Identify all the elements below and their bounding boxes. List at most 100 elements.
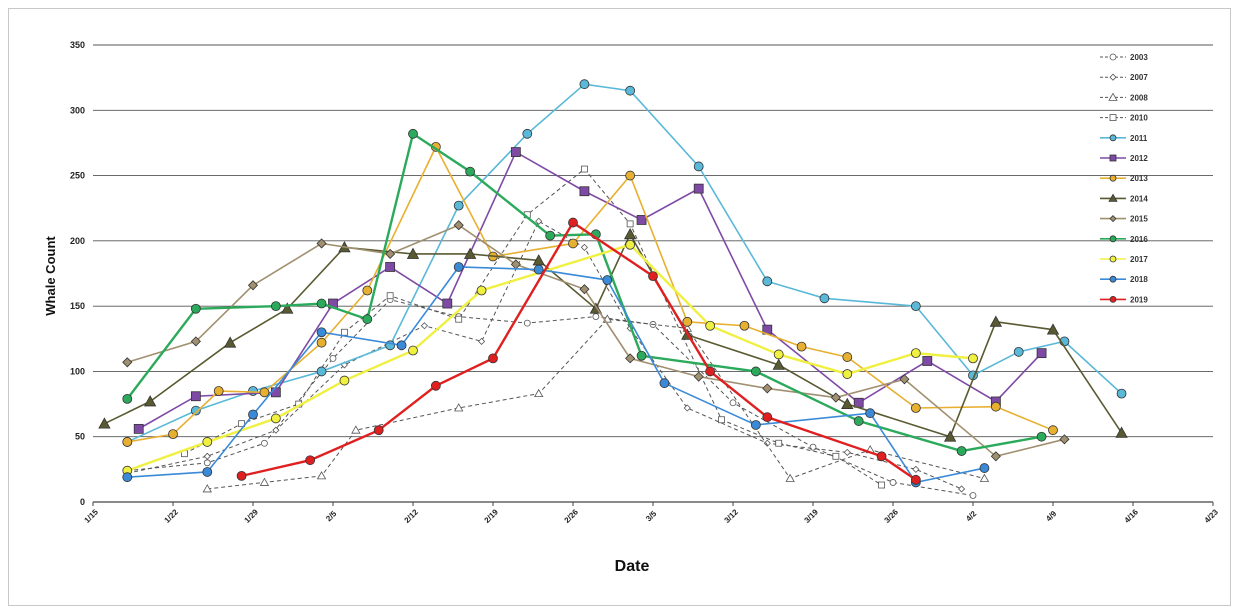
data-point — [625, 353, 636, 364]
data-point — [1046, 323, 1060, 335]
data-point — [202, 437, 213, 447]
data-point — [339, 375, 350, 386]
x-tick-label: 4/2 — [964, 509, 979, 524]
data-point — [1109, 275, 1117, 283]
legend-label: 2018 — [1130, 275, 1148, 284]
data-point — [568, 238, 578, 249]
data-point — [420, 322, 428, 330]
data-point — [213, 386, 224, 396]
legend-label: 2016 — [1130, 235, 1148, 244]
data-point — [535, 217, 543, 225]
data-point — [247, 280, 259, 291]
x-axis-ticks: 1/15 1/22 1/29 2/5 2/12 2/19 2/26 3/5 3/12 3/19 3/… — [83, 502, 1221, 525]
data-point — [832, 452, 840, 460]
data-point — [453, 220, 464, 231]
y-tick-label: 0 — [80, 497, 85, 507]
series-2011 — [122, 79, 1127, 447]
data-point — [270, 301, 281, 312]
data-point — [1109, 53, 1117, 61]
data-point — [910, 474, 921, 485]
data-point — [329, 354, 337, 362]
data-point — [809, 443, 817, 451]
data-point — [1109, 215, 1117, 223]
legend-label: 2015 — [1130, 215, 1148, 224]
series-2016 — [122, 128, 1047, 456]
x-tick-label: 2/12 — [403, 507, 421, 525]
data-point — [1036, 348, 1047, 359]
data-point — [305, 455, 316, 466]
data-point — [122, 472, 133, 483]
data-point — [750, 420, 761, 430]
series-2014 — [98, 227, 1128, 442]
data-point — [510, 259, 521, 270]
data-point — [430, 380, 441, 391]
data-point — [463, 247, 477, 259]
legend: 2003 2007 2008 2010 2011 2012 2013 2014 2015 2016… — [1100, 53, 1148, 304]
data-point — [773, 349, 784, 360]
data-point — [261, 439, 268, 447]
data-point — [341, 328, 348, 336]
data-point — [259, 477, 270, 486]
data-point — [122, 357, 133, 368]
x-tick-label: 3/26 — [883, 507, 901, 525]
legend-label: 2007 — [1130, 73, 1148, 82]
legend-label: 2010 — [1130, 114, 1148, 123]
series-2013 — [122, 141, 1058, 447]
data-point — [762, 383, 773, 394]
series-2010 — [181, 165, 885, 489]
data-point — [122, 437, 133, 447]
data-point — [385, 248, 396, 259]
x-tick-label: 4/23 — [1203, 507, 1221, 525]
data-point — [1109, 255, 1117, 263]
data-point — [223, 336, 237, 348]
data-point — [693, 371, 704, 382]
y-tick-label: 250 — [70, 171, 85, 181]
series-line-2018 — [127, 266, 985, 484]
data-point — [1109, 73, 1117, 81]
data-point — [750, 366, 761, 377]
data-point — [912, 465, 920, 473]
data-point — [763, 439, 771, 447]
data-point — [1036, 431, 1047, 442]
data-point — [362, 285, 373, 296]
data-point — [910, 403, 921, 413]
legend-label: 2008 — [1130, 93, 1148, 102]
data-point — [659, 378, 670, 389]
x-tick-label: 1/15 — [83, 507, 101, 525]
legend-label: 2003 — [1130, 53, 1148, 62]
series-line-2012 — [138, 150, 1043, 430]
data-point — [579, 79, 590, 90]
y-tick-label: 350 — [70, 40, 85, 50]
data-point — [143, 395, 157, 407]
x-tick-label: 3/12 — [723, 507, 741, 525]
data-point — [1109, 154, 1117, 162]
y-tick-label: 300 — [70, 105, 85, 115]
data-point — [248, 409, 258, 420]
data-point — [1109, 235, 1117, 243]
x-tick-label: 1/22 — [163, 507, 181, 525]
data-point — [316, 238, 327, 249]
data-point — [979, 463, 990, 473]
data-point — [190, 405, 201, 416]
data-point — [476, 285, 487, 296]
data-point — [270, 387, 281, 398]
series-2012 — [133, 147, 1047, 434]
data-point — [693, 161, 704, 172]
data-point — [705, 366, 716, 377]
data-point — [772, 358, 785, 370]
data-point — [958, 485, 966, 493]
legend-label: 2019 — [1130, 295, 1148, 304]
data-point — [841, 397, 854, 409]
chart-frame — [8, 8, 1231, 606]
series-2015 — [122, 220, 1070, 462]
data-point — [636, 215, 647, 225]
data-point — [1013, 346, 1024, 357]
data-point — [1109, 114, 1117, 121]
y-axis-ticks: 0 50 100 150 200 250 300 350 — [70, 40, 85, 507]
data-point — [533, 264, 544, 275]
series-line-2016 — [126, 131, 1042, 453]
data-point — [968, 353, 978, 364]
data-point — [488, 353, 498, 364]
data-point — [969, 492, 977, 499]
data-point — [236, 470, 247, 481]
